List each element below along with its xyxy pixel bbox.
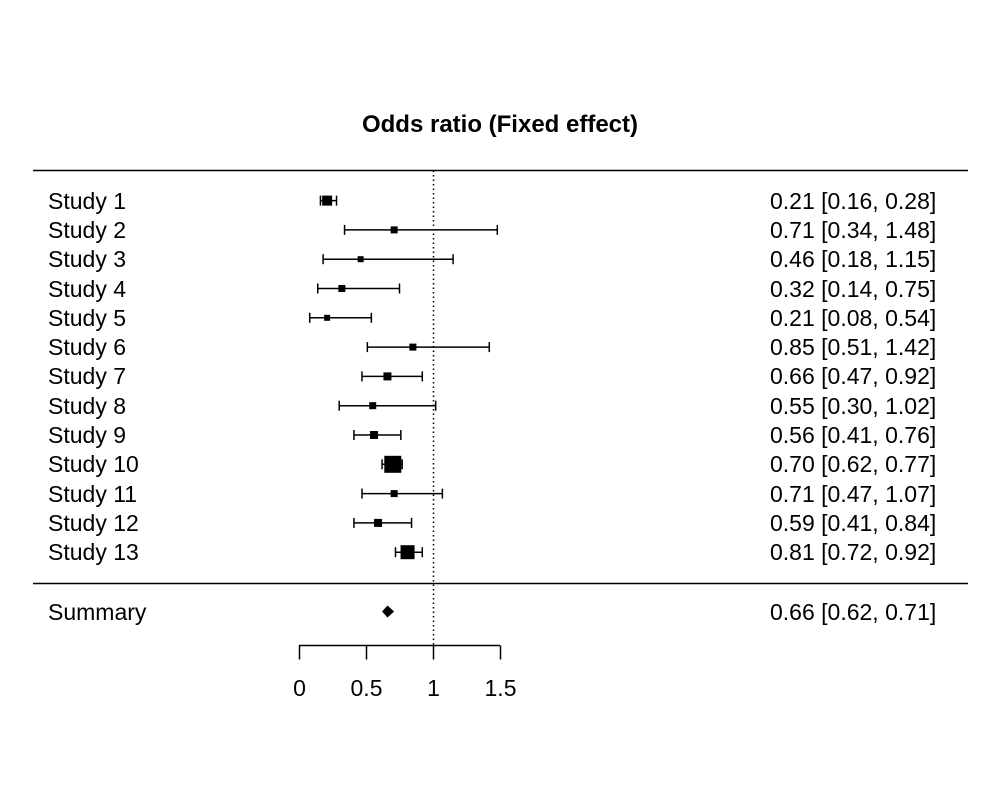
study-estimate-text: 0.66 [0.47, 0.92] [770, 363, 937, 390]
study-estimate-text: 0.56 [0.41, 0.76] [770, 422, 937, 448]
summary-diamond [382, 605, 395, 618]
study-label: Study 13 [48, 539, 139, 566]
study-label: Study 6 [48, 334, 126, 361]
x-axis-tick-label: 0 [293, 675, 306, 701]
effect-marker [374, 518, 383, 527]
summary-estimate-text: 0.66 [0.62, 0.71] [770, 598, 937, 625]
effect-marker [384, 455, 402, 473]
effect-marker [324, 314, 331, 321]
study-label: Study 3 [48, 246, 126, 273]
study-label: Study 8 [48, 392, 126, 419]
study-estimate-text: 0.70 [0.62, 0.77] [770, 451, 937, 478]
chart-title: Odds ratio (Fixed effect) [361, 111, 639, 138]
study-estimate-text: 0.85 [0.51, 1.42] [770, 334, 937, 361]
effect-marker [390, 490, 398, 498]
study-label: Study 12 [48, 509, 139, 536]
x-axis-tick-label: 0.5 [350, 675, 383, 701]
study-label: Study 5 [48, 304, 126, 331]
study-estimate-text: 0.32 [0.14, 0.75] [770, 275, 937, 302]
study-label: Study 7 [48, 363, 126, 390]
x-axis-tick-label: 1 [427, 675, 440, 701]
effect-marker [369, 402, 377, 410]
study-label: Study 1 [48, 187, 126, 214]
x-axis-tick-label: 1.5 [484, 675, 517, 701]
effect-marker [383, 372, 392, 381]
effect-marker [322, 195, 333, 206]
study-label: Study 10 [48, 451, 139, 478]
study-estimate-text: 0.71 [0.34, 1.48] [770, 216, 937, 243]
effect-marker [370, 431, 379, 439]
study-label: Study 9 [48, 422, 126, 448]
study-estimate-text: 0.59 [0.41, 0.84] [770, 509, 937, 536]
effect-marker [400, 545, 415, 560]
effect-marker [357, 256, 364, 263]
study-estimate-text: 0.55 [0.30, 1.02] [770, 392, 937, 419]
summary-label: Summary [48, 598, 147, 625]
study-estimate-text: 0.21 [0.08, 0.54] [770, 304, 937, 331]
study-label: Study 4 [48, 275, 126, 302]
study-estimate-text: 0.71 [0.47, 1.07] [770, 480, 937, 507]
study-estimate-text: 0.81 [0.72, 0.92] [770, 539, 937, 566]
study-label: Study 11 [48, 480, 138, 507]
study-estimate-text: 0.21 [0.16, 0.28] [770, 187, 937, 214]
effect-marker [390, 226, 398, 234]
study-label: Study 2 [48, 216, 126, 243]
effect-marker [409, 343, 417, 351]
effect-marker [338, 285, 346, 292]
study-estimate-text: 0.46 [0.18, 1.15] [770, 246, 937, 273]
